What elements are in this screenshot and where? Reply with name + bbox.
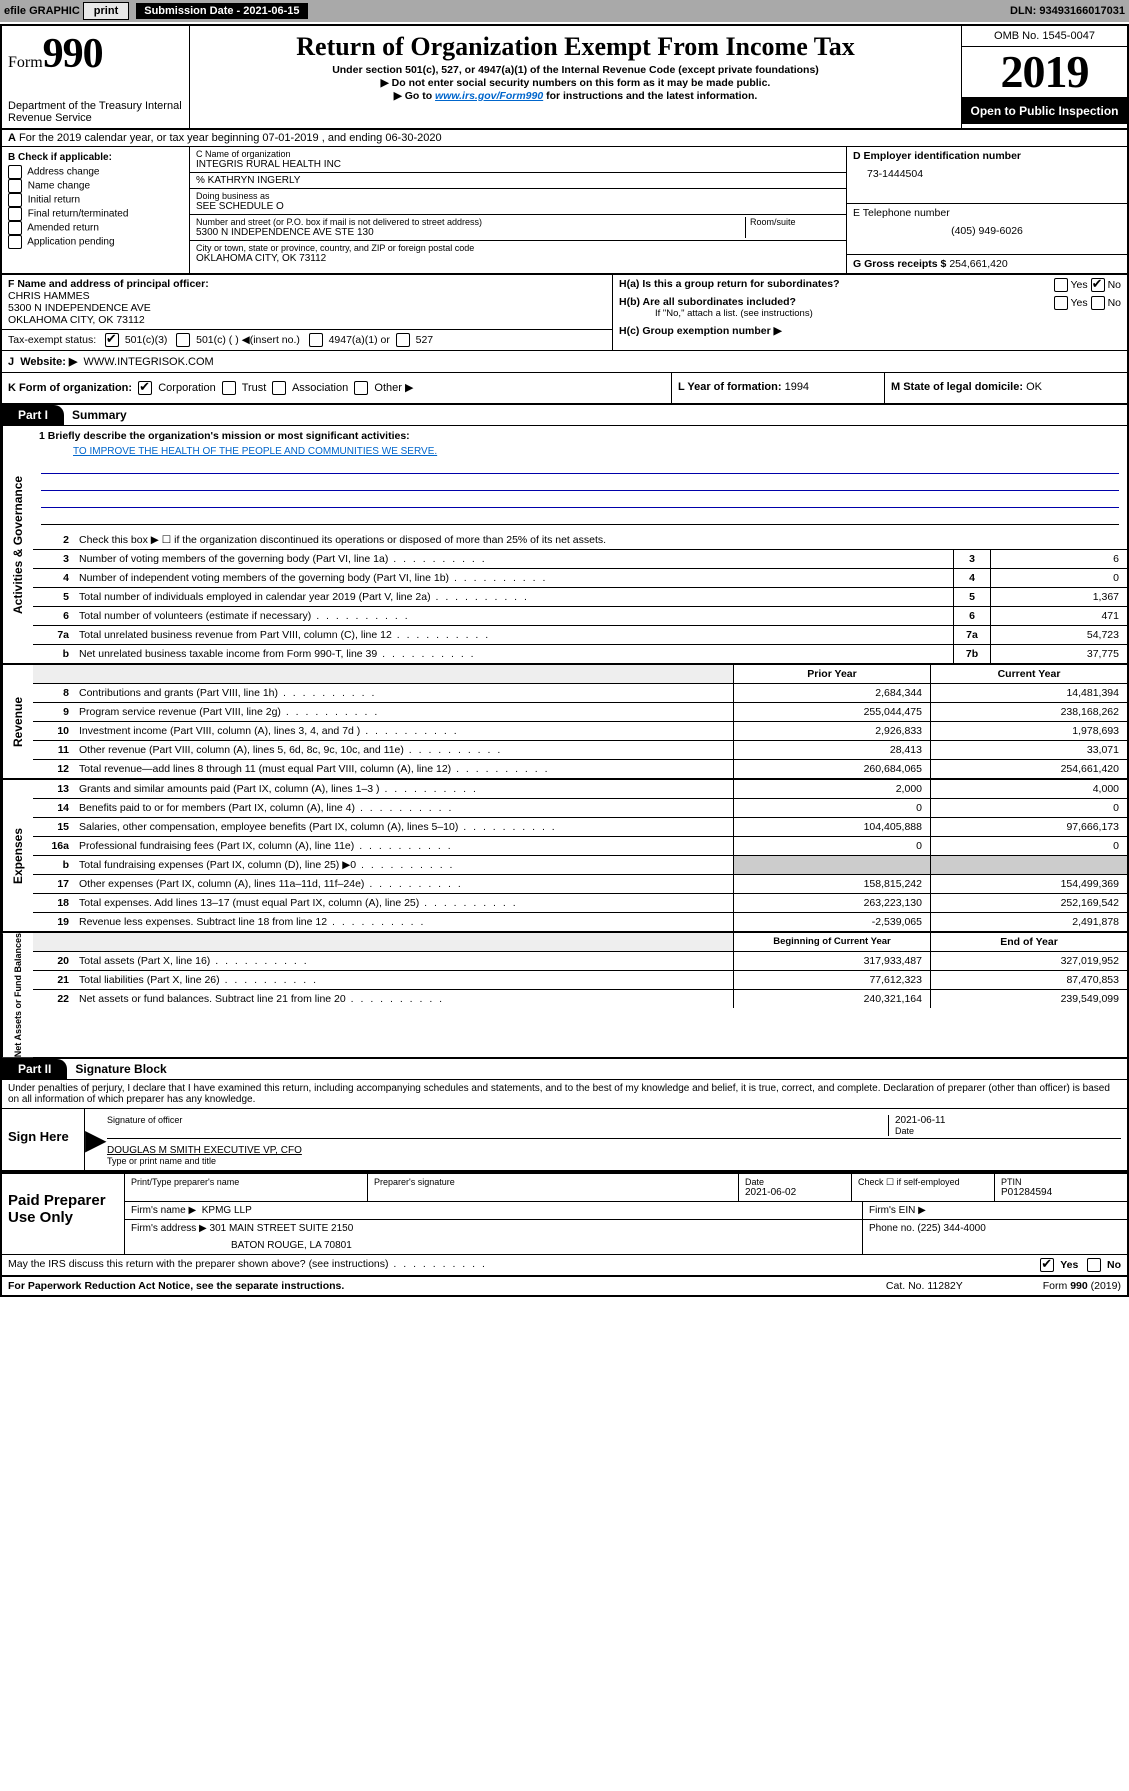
gross-receipts: G Gross receipts $ 254,661,420 — [847, 254, 1127, 273]
line-12: 12Total revenue—add lines 8 through 11 (… — [33, 760, 1127, 778]
line-15: 15Salaries, other compensation, employee… — [33, 818, 1127, 837]
form-990-document: Form990 Department of the Treasury Inter… — [0, 24, 1129, 1297]
checkbox-501c3[interactable] — [105, 333, 119, 347]
line-9: 9Program service revenue (Part VIII, lin… — [33, 703, 1127, 722]
tax-year: 2019 — [962, 47, 1127, 98]
footer-right: Form 990 (2019) — [1043, 1280, 1121, 1292]
line-17: 17Other expenses (Part IX, column (A), l… — [33, 875, 1127, 894]
line-22: 22Net assets or fund balances. Subtract … — [33, 990, 1127, 1008]
section-m: M State of legal domicile: OK — [885, 373, 1127, 403]
dba: SEE SCHEDULE O — [196, 201, 840, 212]
perjury-statement: Under penalties of perjury, I declare th… — [2, 1080, 1127, 1109]
telephone: (405) 949-6026 — [847, 222, 1127, 240]
website-url[interactable]: WWW.INTEGRISOK.COM — [84, 356, 214, 368]
form-990-label: Form990 — [8, 30, 183, 78]
ptin: P01284594 — [1001, 1187, 1121, 1198]
dept-label: Department of the Treasury Internal Reve… — [8, 100, 183, 124]
line-b: bNet unrelated business taxable income f… — [33, 645, 1127, 663]
line-16a: 16aProfessional fundraising fees (Part I… — [33, 837, 1127, 856]
checkbox-initial-return: Initial return — [8, 193, 183, 207]
form-title: Return of Organization Exempt From Incom… — [198, 32, 953, 62]
ein: 73-1444504 — [847, 165, 1127, 183]
subtitle-2: ▶ Do not enter social security numbers o… — [198, 77, 953, 89]
line-10: 10Investment income (Part VIII, column (… — [33, 722, 1127, 741]
instructions-link[interactable]: www.irs.gov/Form990 — [435, 90, 543, 102]
line-14: 14Benefits paid to or for members (Part … — [33, 799, 1127, 818]
part-2-header: Part II Signature Block — [2, 1059, 1127, 1080]
open-to-public: Open to Public Inspection — [962, 98, 1127, 124]
discuss-question: May the IRS discuss this return with the… — [8, 1258, 487, 1272]
discuss-no-checkbox[interactable] — [1087, 1258, 1101, 1272]
street-address: 5300 N INDEPENDENCE AVE STE 130 — [196, 227, 745, 238]
arrow-icon: ▶ — [85, 1109, 101, 1170]
section-l: L Year of formation: 1994 — [672, 373, 885, 403]
officer-name-title: DOUGLAS M SMITH EXECUTIVE VP, CFO — [107, 1145, 1121, 1156]
checkbox-name-change: Name change — [8, 179, 183, 193]
city-state-zip: OKLAHOMA CITY, OK 73112 — [196, 253, 840, 264]
line-7a: 7aTotal unrelated business revenue from … — [33, 626, 1127, 645]
checkbox-amended-return: Amended return — [8, 221, 183, 235]
print-button[interactable]: print — [83, 2, 129, 20]
line-13: 13Grants and similar amounts paid (Part … — [33, 780, 1127, 799]
tax-exempt-status: Tax-exempt status: 501(c)(3) 501(c) ( ) … — [2, 330, 612, 350]
footer-left: For Paperwork Reduction Act Notice, see … — [8, 1280, 344, 1292]
care-of: % KATHRYN INGERLY — [190, 173, 846, 189]
discuss-yes-checkbox[interactable] — [1040, 1258, 1054, 1272]
sign-here-label: Sign Here — [2, 1109, 85, 1170]
line-18: 18Total expenses. Add lines 13–17 (must … — [33, 894, 1127, 913]
vlabel-net: Net Assets or Fund Balances — [2, 933, 33, 1057]
vlabel-revenue: Revenue — [2, 665, 33, 778]
line-19: 19Revenue less expenses. Subtract line 1… — [33, 913, 1127, 931]
efile-header: efile GRAPHIC print Submission Date - 20… — [0, 0, 1129, 22]
section-k: K Form of organization: Corporation Trus… — [2, 373, 672, 403]
line-2: 2Check this box ▶ ☐ if the organization … — [33, 531, 1127, 550]
line-b: bTotal fundraising expenses (Part IX, co… — [33, 856, 1127, 875]
dln-label: DLN: 93493166017031 — [1010, 5, 1125, 17]
row-a-period: A For the 2019 calendar year, or tax yea… — [2, 130, 1127, 147]
preparer-phone: (225) 344-4000 — [917, 1223, 985, 1234]
mission-label: 1 Briefly describe the organization's mi… — [33, 426, 1127, 446]
line-11: 11Other revenue (Part VIII, column (A), … — [33, 741, 1127, 760]
line-8: 8Contributions and grants (Part VIII, li… — [33, 684, 1127, 703]
omb-number: OMB No. 1545-0047 — [962, 26, 1127, 47]
website-row: J Website: ▶ WWW.INTEGRISOK.COM — [2, 350, 1127, 373]
firm-name: KPMG LLP — [202, 1205, 252, 1216]
efile-label: efile GRAPHIC — [4, 5, 80, 17]
h-a: H(a) Is this a group return for subordin… — [613, 275, 1127, 293]
line-4: 4Number of independent voting members of… — [33, 569, 1127, 588]
h-c: H(c) Group exemption number ▶ — [613, 322, 1127, 340]
line-5: 5Total number of individuals employed in… — [33, 588, 1127, 607]
line-3: 3Number of voting members of the governi… — [33, 550, 1127, 569]
mission-text: TO IMPROVE THE HEALTH OF THE PEOPLE AND … — [33, 446, 1127, 457]
part-1-header: Part I Summary — [2, 405, 1127, 426]
subtitle-3: ▶ Go to www.irs.gov/Form990 for instruct… — [198, 90, 953, 102]
paid-preparer-label: Paid Preparer Use Only — [2, 1174, 125, 1254]
cat-no: Cat. No. 11282Y — [886, 1280, 963, 1292]
line-21: 21Total liabilities (Part X, line 26)77,… — [33, 971, 1127, 990]
subtitle-1: Under section 501(c), 527, or 4947(a)(1)… — [198, 64, 953, 76]
org-name: INTEGRIS RURAL HEALTH INC — [196, 159, 840, 170]
line-20: 20Total assets (Part X, line 16)317,933,… — [33, 952, 1127, 971]
checkbox-final-return-terminated: Final return/terminated — [8, 207, 183, 221]
line-6: 6Total number of volunteers (estimate if… — [33, 607, 1127, 626]
section-b-checkboxes: B Check if applicable: Address change Na… — [2, 147, 190, 273]
vlabel-governance: Activities & Governance — [2, 426, 33, 663]
submission-date: Submission Date - 2021-06-15 — [136, 3, 307, 19]
vlabel-expenses: Expenses — [2, 780, 33, 931]
h-b: H(b) Are all subordinates included? Yes … — [613, 293, 1127, 322]
officer-name: CHRIS HAMMES — [8, 290, 606, 302]
checkbox-address-change: Address change — [8, 165, 183, 179]
checkbox-application-pending: Application pending — [8, 235, 183, 249]
